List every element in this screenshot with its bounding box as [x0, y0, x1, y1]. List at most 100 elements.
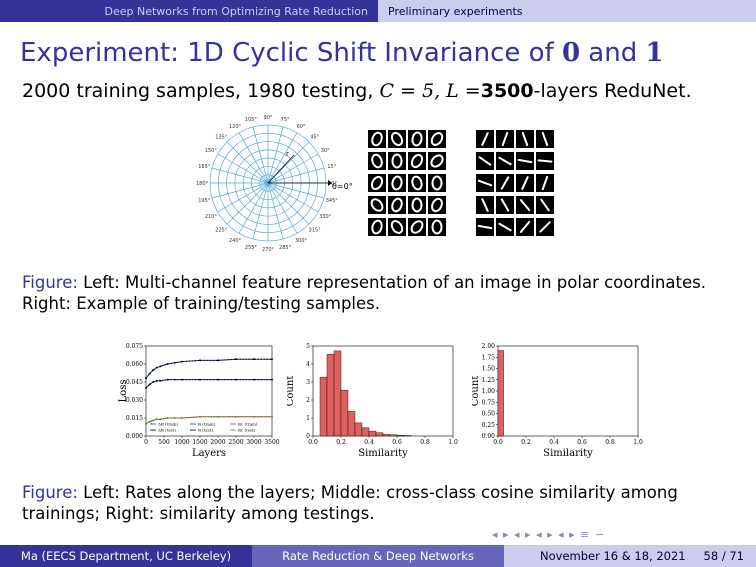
digit-one-stroke [498, 222, 512, 232]
digit-one-stroke [481, 132, 489, 146]
polar-angle-label: 150° [205, 148, 218, 154]
digit-one-stroke [521, 131, 529, 147]
header-bar: Deep Networks from Optimizing Rate Reduc… [0, 0, 756, 22]
series-point [145, 377, 147, 380]
y-tick-label: 0.045 [126, 379, 143, 386]
polar-angle-label: 240° [229, 238, 242, 244]
series-point [217, 415, 219, 418]
polar-spoke [267, 182, 298, 234]
digit-zero-stroke [390, 220, 404, 234]
x-tick-label: 0.8 [605, 439, 615, 446]
polar-angle-label: 225° [215, 228, 228, 234]
digit-zero-stroke [431, 219, 443, 235]
series-point [166, 417, 169, 419]
x-tick-label: 0.4 [549, 439, 559, 446]
polar-angle-label: 180° [196, 181, 209, 187]
polar-spoke [267, 167, 325, 184]
header-section-right[interactable]: Preliminary experiments [378, 0, 756, 22]
digit-one-stroke [539, 221, 551, 233]
slide-title: Experiment: 1D Cyclic Shift Invariance o… [20, 38, 664, 68]
digit-one-stroke [519, 221, 531, 233]
series-point [159, 365, 162, 368]
polar-spoke [211, 182, 269, 199]
digit-zero-stroke [410, 153, 424, 169]
polar-spoke [267, 126, 284, 184]
histogram-bar [333, 350, 342, 437]
x-tick-label: 1.0 [448, 439, 458, 446]
y-tick-label: 5 [306, 343, 310, 350]
polar-spoke [267, 182, 325, 199]
series-line [145, 379, 272, 389]
x-tick-label: 3500 [264, 439, 279, 446]
y-tick-label: 0.015 [126, 415, 143, 422]
y-tick-label: 2 [306, 397, 310, 404]
figure-caption-2: Figure: Left: Rates along the layers; Mi… [22, 482, 722, 524]
legend-entry: Rc (train) [238, 422, 258, 427]
series-point [271, 358, 273, 361]
subtitle-part2: -layers ReduNet. [533, 80, 692, 102]
digit-zero-cell [408, 196, 426, 214]
polar-angle-label: 210° [205, 214, 218, 220]
polar-angle-label: 90° [264, 115, 273, 121]
caption2-label: Figure: [22, 483, 78, 502]
x-tick-label: 0.6 [392, 439, 402, 446]
y-tick-label: 0 [306, 433, 310, 440]
series-line [145, 379, 272, 389]
x-tick-label: 2000 [210, 439, 225, 446]
x-tick-label: 0 [144, 439, 148, 446]
histogram-bar [347, 411, 356, 437]
footer-date: November 16 & 18, 2021 [540, 549, 686, 563]
x-tick-label: 0.6 [577, 439, 587, 446]
polar-angle-label: 75° [281, 117, 290, 123]
series-point [173, 417, 176, 419]
header-section-left[interactable]: Deep Networks from Optimizing Rate Reduc… [0, 0, 378, 22]
series-point [199, 378, 201, 381]
polar-angle-label: 285° [279, 245, 292, 251]
x-tick-label: 0.2 [336, 439, 346, 446]
legend-entry: ΔR (test) [158, 428, 176, 433]
polar-spoke [226, 182, 269, 225]
beamer-navigation-icons[interactable]: ◂ ▸ ◂ ▸ ◂ ▸ ◂ ▸ ≡ ∽ [492, 528, 606, 541]
subtitle-math: C = 5, L = [379, 80, 481, 102]
polar-spoke [238, 132, 269, 184]
digit-zero-stroke [431, 197, 443, 213]
series-point [155, 366, 158, 369]
series-point [166, 363, 169, 365]
series-point [173, 378, 176, 381]
polar-angle-label: 300° [295, 238, 308, 244]
series-point [159, 379, 162, 382]
series-point [253, 358, 255, 361]
x-tick-label: 0.0 [493, 439, 503, 446]
x-tick-label: 1000 [174, 439, 189, 446]
series-point [253, 415, 255, 418]
r-axis [267, 154, 295, 184]
polar-spoke [217, 153, 269, 184]
series-point [235, 378, 237, 381]
digit-one-stroke [541, 175, 549, 191]
x-axis-label: Layers [192, 448, 226, 459]
polar-angle-label: 345° [326, 198, 339, 204]
polar-angle-label: 60° [297, 124, 306, 130]
series-point [253, 378, 255, 381]
polar-angle-label: 105° [245, 117, 258, 123]
y-tick-label: 3 [306, 379, 310, 386]
title-zero: 0 [561, 38, 581, 68]
train-similarity-histogram: 0.0 0.2 0.4 0.6 0.8 1.0 0 1 2 3 4 5 Similarity Count [287, 343, 458, 459]
digit-zero-cell [428, 152, 446, 170]
series-point [145, 387, 147, 389]
polar-spoke [267, 182, 310, 225]
polar-spoke [217, 182, 269, 213]
x-tick-label: 500 [158, 439, 170, 446]
ones-sample-grid [476, 130, 554, 236]
digit-one-stroke [517, 158, 533, 164]
digit-zero-stroke [391, 197, 403, 213]
histogram-bar [326, 353, 335, 437]
digit-one-stroke [519, 199, 531, 211]
x-tick-label: 0.0 [308, 439, 318, 446]
digit-zero-stroke [411, 197, 423, 213]
digit-zero-stroke [370, 198, 384, 212]
digit-zero-stroke [371, 153, 383, 169]
digit-one-stroke [500, 198, 510, 212]
series-point [199, 415, 201, 418]
series-point [148, 383, 151, 386]
